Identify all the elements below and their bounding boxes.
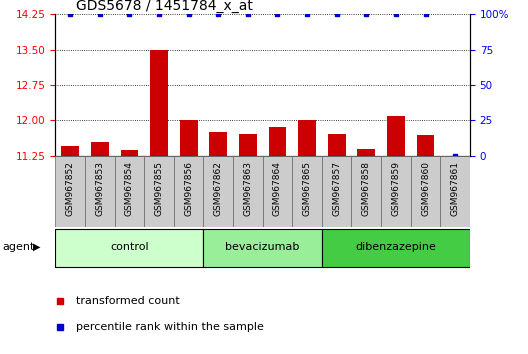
Bar — [233, 156, 263, 227]
Text: GDS5678 / 1451784_x_at: GDS5678 / 1451784_x_at — [76, 0, 253, 13]
Text: GSM967861: GSM967861 — [450, 161, 459, 216]
Bar — [203, 156, 233, 227]
Bar — [180, 120, 197, 156]
Bar — [298, 120, 316, 156]
Bar — [387, 116, 405, 156]
Bar — [440, 156, 470, 227]
Bar — [55, 156, 85, 227]
Text: GSM967856: GSM967856 — [184, 161, 193, 216]
Bar — [150, 50, 168, 156]
Bar — [352, 156, 381, 227]
Bar — [239, 133, 257, 156]
Text: GSM967857: GSM967857 — [332, 161, 341, 216]
Bar — [115, 156, 144, 227]
Text: GSM967864: GSM967864 — [273, 161, 282, 216]
Text: GSM967852: GSM967852 — [66, 161, 75, 216]
Bar — [322, 156, 352, 227]
Bar — [381, 156, 411, 227]
Text: GSM967853: GSM967853 — [96, 161, 105, 216]
Bar — [322, 229, 470, 267]
Text: GSM967862: GSM967862 — [214, 161, 223, 216]
Text: transformed count: transformed count — [76, 296, 180, 306]
Bar — [357, 149, 375, 156]
Bar — [144, 156, 174, 227]
Bar — [85, 156, 115, 227]
Text: ▶: ▶ — [33, 242, 41, 252]
Bar — [61, 146, 79, 156]
Text: agent: agent — [3, 242, 35, 252]
Text: GSM967854: GSM967854 — [125, 161, 134, 216]
Text: GSM967865: GSM967865 — [303, 161, 312, 216]
Bar — [55, 229, 203, 267]
Bar — [210, 132, 227, 156]
Text: bevacizumab: bevacizumab — [225, 242, 300, 252]
Bar — [120, 150, 138, 156]
Text: control: control — [110, 242, 149, 252]
Bar — [174, 156, 203, 227]
Bar — [411, 156, 440, 227]
Text: GSM967863: GSM967863 — [243, 161, 252, 216]
Text: percentile rank within the sample: percentile rank within the sample — [76, 321, 264, 332]
Bar — [203, 229, 322, 267]
Text: GSM967858: GSM967858 — [362, 161, 371, 216]
Bar — [269, 127, 286, 156]
Bar — [293, 156, 322, 227]
Text: GSM967860: GSM967860 — [421, 161, 430, 216]
Bar — [91, 142, 109, 156]
Text: GSM967855: GSM967855 — [155, 161, 164, 216]
Bar — [328, 133, 345, 156]
Text: GSM967859: GSM967859 — [391, 161, 400, 216]
Bar — [417, 136, 435, 156]
Text: dibenzazepine: dibenzazepine — [355, 242, 436, 252]
Bar — [262, 156, 293, 227]
